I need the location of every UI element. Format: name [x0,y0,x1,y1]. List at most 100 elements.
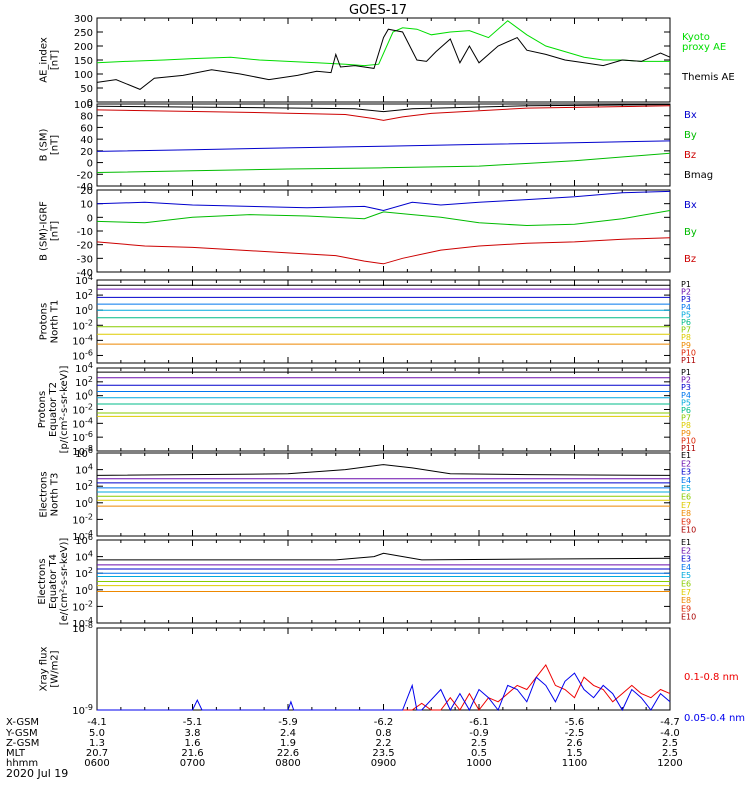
y-axis-title: Equator T4 [48,554,59,609]
y-axis-title: Protons [37,391,48,428]
series-line-e1 [96,464,671,476]
y-axis-title: [nT] [50,50,61,70]
y-tick-label: 10-4 [72,416,93,430]
y-tick-label: 10-4 [72,529,93,543]
y-tick-label: 10-4 [72,616,93,630]
y-tick-label: 102 [75,566,93,580]
legend-entry: E2 [681,546,691,555]
ephemeris-value: 21.6 [181,748,203,759]
ephemeris-value: -4.0 [660,728,680,739]
legend-entry: E1 [681,451,691,460]
legend-entry: E5 [681,571,691,580]
legend-entry: Bx [684,110,697,121]
legend-entry: By [684,130,697,141]
legend-entry: Bz [684,254,696,265]
legend-entry: Bmag [684,170,713,181]
y-tick-label: 10-6 [72,348,93,362]
legend-entry: P9 [681,429,691,438]
y-tick-label: 104 [75,550,93,564]
y-tick-label: 100 [75,303,93,317]
y-axis-title: Electrons [39,471,50,517]
legend-entry: E7 [681,501,691,510]
y-tick-label: 200 [74,42,93,53]
ephemeris-row-label: Y-GSM [5,728,38,739]
y-tick-label: -40 [77,182,93,193]
y-tick-label: 10-8 [72,444,93,458]
ephemeris-value: -2.5 [565,728,585,739]
legend-entry: P8 [681,333,691,342]
legend-entry: E3 [681,555,691,564]
ephemeris-value: -6.2 [374,717,394,728]
legend-entry: E4 [681,476,691,485]
series-line-by [96,152,671,173]
y-tick-label: 10 [80,200,93,211]
ephemeris-value: 20.7 [86,748,108,759]
ephemeris-value: 2.2 [376,738,392,749]
y-axis-title: B (SM)-IGRF [39,201,50,261]
ephemeris-value: 2.6 [567,738,583,749]
ephemeris-value: 2.5 [471,738,487,749]
y-tick-label: -40 [77,268,93,279]
legend-entry: P10 [681,348,696,357]
y-tick-label: 104 [75,463,93,477]
legend-entry: E4 [681,563,691,572]
y-tick-label: 10-8 [72,621,93,635]
ephemeris-value: 3.8 [185,728,201,739]
y-axis-title: Electrons [37,558,48,604]
panel-xray: 10-8 10-9 Xray flux [W/m2] 0.1-0.8 nm 0.05-0.… [39,621,746,724]
legend-entry: proxy AE [682,42,726,53]
ephemeris-value: 1.5 [567,748,583,759]
panel-bigrf: 20 10 0 -10 -20 -30 -40 B (SM)-IGRF [nT] Bx By Bz [39,186,697,279]
y-tick-label: 300 [74,14,93,25]
ephemeris-value: -5.9 [278,717,298,728]
y-axis-title: [p/(cm²-s-sr-keV)] [59,366,70,454]
series-line-bx [96,140,671,152]
legend-entry: Bz [684,150,696,161]
legend-entry: P3 [681,383,691,392]
panel-eE: 106 104 102 100 10-2 10-4 Electrons Equator T4[… [37,533,696,630]
legend-entry: E6 [681,580,691,589]
y-tick-label: 0 [87,159,93,170]
ephemeris-value: 0800 [275,758,300,769]
ephemeris-value: -5.1 [183,717,203,728]
legend-entry: P5 [681,310,691,319]
y-tick-label: 100 [74,70,93,81]
y-axis-title: North T3 [50,473,61,517]
panel-frame [96,627,671,711]
ephemeris-value: 23.5 [372,748,394,759]
y-tick-label: 100 [75,389,93,403]
y-tick-label: 10-4 [72,333,93,347]
y-tick-label: 104 [75,273,93,287]
ephemeris-value: 2.5 [662,738,678,749]
legend-entry: By [684,227,697,238]
legend-entry: E5 [681,484,691,493]
y-tick-label: 40 [80,135,93,146]
legend-entry: 0.05-0.4 nm [684,713,745,724]
legend-entry: P1 [681,368,691,377]
legend-entry: E7 [681,588,691,597]
ephemeris-value: 1100 [562,758,587,769]
legend-entry: Themis AE [681,72,735,83]
y-tick-label: 102 [75,288,93,302]
legend-entry: P9 [681,341,691,350]
y-tick-label: 100 [74,100,93,111]
ephemeris-value: -0.9 [469,728,489,739]
legend-entry: E3 [681,468,691,477]
series-line-by [96,210,671,227]
panel-frame [96,452,671,537]
series-line-bz [96,237,671,265]
ephemeris-value: 0700 [180,758,205,769]
figure-title: GOES-17 [349,3,407,18]
ephemeris-value: 1000 [466,758,491,769]
series-line-themis-ae [96,28,671,90]
y-tick-label: 106 [75,446,93,460]
series-line-0-05-0-4-nm [97,672,671,712]
legend-entry: E6 [681,493,691,502]
ephemeris-value: 0.8 [376,728,392,739]
panel-frame [96,279,671,364]
y-tick-label: 20 [80,147,93,158]
